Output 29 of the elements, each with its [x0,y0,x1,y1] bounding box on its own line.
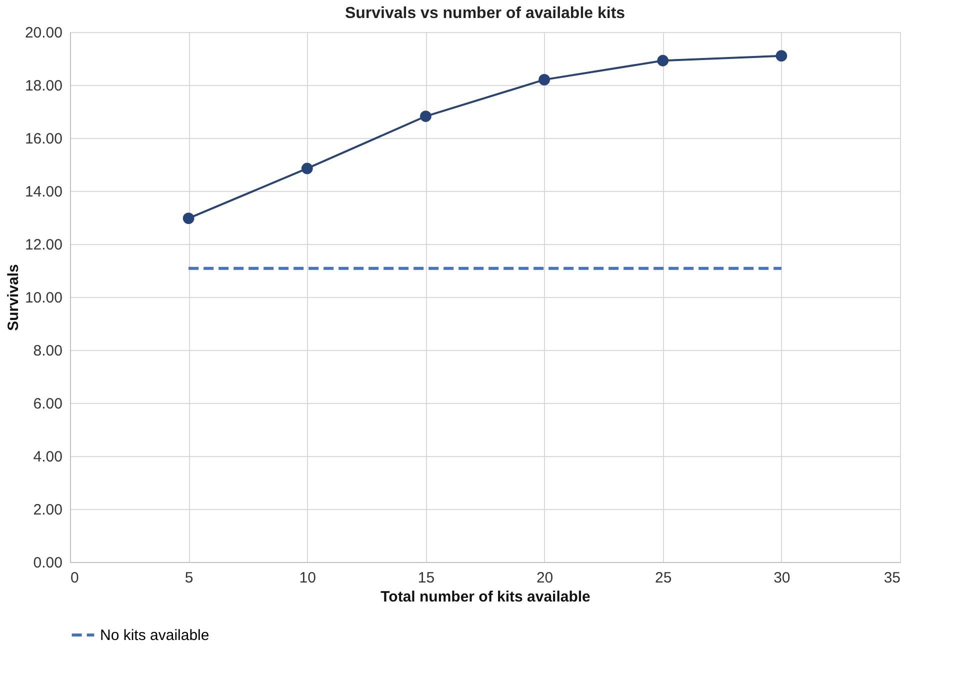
point [776,50,788,62]
legend-label: No kits available [100,627,210,644]
y-tick-label: 10.00 [24,290,62,306]
x-tick-label: 5 [184,570,194,586]
y-tick-label: 4.00 [33,448,62,466]
chart-title: Survivals vs number of available kits [344,5,626,22]
y-tick-label: 20.00 [24,24,62,42]
x-tick-label: 30 [774,570,790,586]
y-tick-label: 6.00 [33,396,62,412]
y-tick-label: 2.00 [33,502,62,518]
y-tick-label: 12.00 [24,236,62,254]
x-tick-label: 25 [655,570,672,586]
x-tick-label: 20 [536,570,554,586]
point [182,212,194,224]
y-axis-title: Survivals [4,264,22,331]
x-axis-title: Total number of kits available [380,588,590,606]
point [420,110,432,122]
x-tick-label: 35 [884,570,900,586]
x-tick-label: 10 [299,570,316,586]
x-tick-label: 15 [418,570,435,586]
y-tick-label: 14.00 [24,184,62,200]
point [301,162,313,174]
y-tick-label: 8.00 [33,342,62,360]
y-tick-label: 0.00 [33,554,62,572]
y-tick-label: 18.00 [24,78,62,94]
point [538,74,550,86]
y-tick-label: 16.00 [24,130,62,148]
x-tick-label: 0 [70,570,79,586]
point [657,54,669,66]
